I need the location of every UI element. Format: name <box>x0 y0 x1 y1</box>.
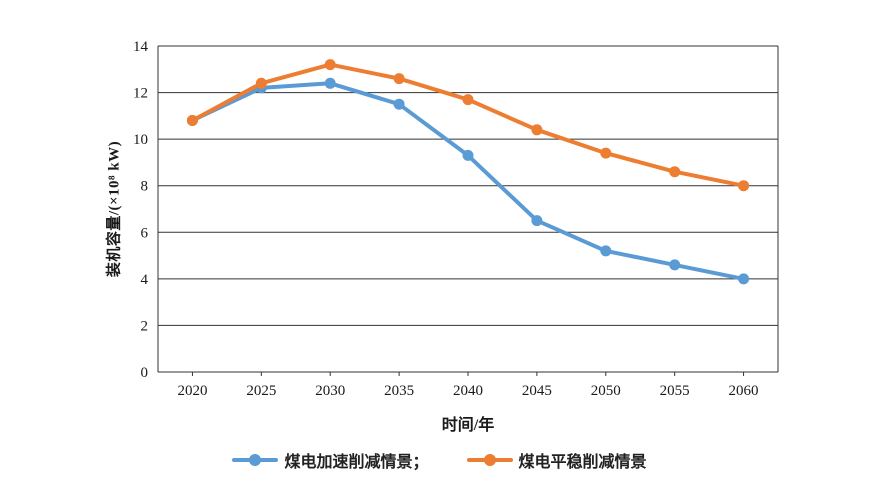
x-tick-label: 2025 <box>246 383 276 399</box>
series-line-accelerated <box>190 81 746 281</box>
legend-item-accelerated: 煤电加速削减情景； <box>232 448 429 472</box>
data-point-steady <box>393 73 405 85</box>
legend-marker-accelerated-icon <box>232 454 279 466</box>
legend-label-steady: 煤电平稳削减情景 <box>518 454 647 471</box>
y-tick-label: 0 <box>141 365 149 381</box>
data-point-accelerated <box>669 259 681 271</box>
x-tick-label: 2020 <box>177 383 207 399</box>
legend-dot-steady <box>483 454 496 466</box>
y-tick-label: 4 <box>141 272 149 288</box>
legend-item-steady: 煤电平稳削减情景 <box>466 448 647 472</box>
y-tick-label: 8 <box>141 179 149 195</box>
data-point-accelerated <box>600 245 612 257</box>
y-tick-label: 12 <box>133 86 148 102</box>
data-point-accelerated <box>531 215 543 227</box>
y-tick-label: 10 <box>133 132 148 148</box>
data-point-accelerated <box>324 77 336 89</box>
data-point-accelerated <box>462 149 474 161</box>
data-point-steady <box>738 180 750 192</box>
x-tick-label: 2045 <box>522 383 552 399</box>
x-tick-label: 2030 <box>315 383 345 399</box>
y-tick-label: 2 <box>141 318 149 334</box>
data-point-steady <box>462 94 474 106</box>
data-point-accelerated <box>738 273 750 285</box>
legend: 煤电加速削减情景； 煤电平稳削减情景 <box>0 448 879 472</box>
legend-label-accelerated: 煤电加速削减情景； <box>284 454 429 471</box>
data-point-steady <box>255 77 267 89</box>
data-point-accelerated <box>393 98 405 110</box>
legend-dot-accelerated <box>249 454 262 466</box>
x-axis-title: 时间/年 <box>441 417 495 434</box>
y-tick-label: 14 <box>133 39 149 55</box>
data-point-steady <box>669 166 681 178</box>
x-tick-label: 2035 <box>384 383 414 399</box>
y-tick-label: 6 <box>141 225 149 241</box>
legend-marker-steady-icon <box>466 454 513 466</box>
series-line-steady <box>190 62 746 188</box>
data-point-steady <box>600 147 612 159</box>
data-point-steady <box>324 59 336 71</box>
x-tick-label: 2040 <box>453 383 483 399</box>
data-point-steady <box>531 124 543 136</box>
x-tick-label: 2055 <box>660 383 690 399</box>
data-point-steady <box>186 115 198 126</box>
x-tick-label: 2050 <box>591 383 621 399</box>
x-tick-label: 2060 <box>729 383 759 399</box>
y-axis-title: 装机容量/(×10⁸ kW) <box>106 140 123 278</box>
